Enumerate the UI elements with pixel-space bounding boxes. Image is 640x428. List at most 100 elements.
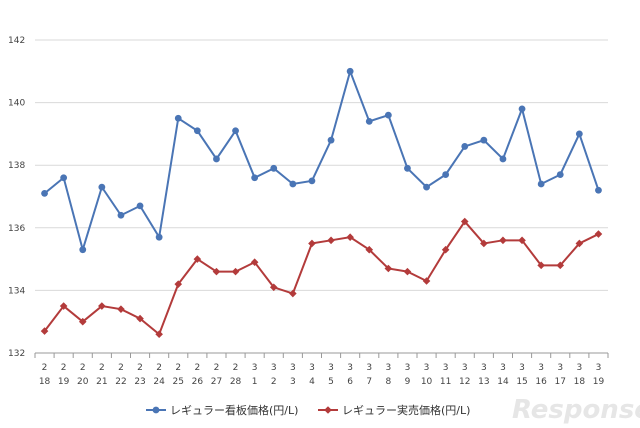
data-point [117, 305, 125, 313]
x-tick-month: 2 [137, 363, 143, 373]
data-point [308, 177, 316, 185]
data-point [289, 289, 297, 298]
x-tick-month: 3 [252, 363, 258, 373]
data-point [250, 258, 259, 267]
x-tick-month: 3 [557, 363, 563, 373]
data-point [556, 171, 564, 178]
data-point [270, 164, 278, 172]
x-tick-month: 3 [424, 363, 430, 373]
x-tick-day: 3 [290, 377, 296, 387]
x-tick-day: 26 [192, 377, 204, 387]
data-point [365, 245, 374, 254]
x-tick-day: 27 [211, 377, 222, 387]
x-axis: 2182192202212222232242252262272283132333… [34, 353, 609, 387]
data-point [499, 236, 507, 245]
legend-item: レギュラー看板価格(円/L) [146, 403, 298, 417]
x-tick-day: 24 [153, 377, 165, 387]
data-point [327, 136, 335, 144]
data-point [59, 302, 68, 310]
data-point [422, 277, 431, 285]
data-point [537, 261, 545, 270]
x-tick-month: 2 [156, 363, 162, 373]
data-point [41, 189, 48, 197]
x-tick-month: 2 [175, 363, 181, 373]
data-point [79, 246, 87, 254]
data-point [40, 327, 49, 335]
data-point [155, 330, 163, 339]
x-tick-month: 3 [271, 363, 277, 373]
data-point [117, 211, 125, 219]
data-point [174, 280, 183, 288]
legend-marker [324, 406, 332, 414]
data-point [518, 236, 526, 245]
x-tick-day: 13 [478, 377, 489, 387]
x-tick-day: 21 [96, 377, 107, 387]
x-tick-day: 25 [173, 377, 184, 387]
x-tick-day: 22 [115, 377, 126, 387]
data-point [193, 255, 202, 263]
data-point [518, 105, 526, 113]
x-tick-month: 2 [233, 363, 239, 373]
x-tick-month: 3 [290, 363, 296, 373]
x-tick-month: 3 [443, 363, 449, 373]
data-point [136, 314, 144, 323]
y-tick-label: 134 [8, 286, 25, 296]
y-tick-label: 140 [8, 99, 25, 109]
legend-marker [152, 406, 160, 414]
data-point [499, 155, 507, 163]
x-tick-day: 19 [58, 377, 70, 387]
x-tick-day: 2 [271, 377, 277, 387]
x-tick-month: 3 [405, 363, 411, 373]
data-point [60, 174, 68, 182]
data-point [461, 143, 469, 150]
data-point [213, 155, 220, 163]
data-point [232, 127, 239, 135]
data-point [78, 317, 87, 326]
data-point [346, 233, 354, 241]
data-point [575, 130, 583, 138]
x-tick-day: 19 [593, 377, 605, 387]
series-layer [40, 67, 603, 339]
x-tick-month: 3 [309, 363, 315, 373]
x-tick-month: 3 [538, 363, 544, 373]
data-point [575, 239, 584, 248]
data-point [595, 186, 602, 194]
data-point [365, 117, 373, 125]
data-point [98, 183, 106, 191]
x-tick-month: 2 [61, 363, 67, 373]
x-tick-day: 5 [328, 377, 334, 387]
x-tick-month: 2 [80, 363, 86, 373]
x-tick-day: 15 [516, 377, 527, 387]
x-tick-day: 16 [535, 377, 547, 387]
x-tick-month: 3 [462, 363, 468, 373]
x-tick-day: 8 [385, 377, 391, 387]
data-point [308, 239, 316, 248]
series-2 [40, 217, 603, 339]
x-tick-month: 3 [596, 363, 602, 373]
y-tick-label: 138 [8, 161, 25, 171]
legend-label: レギュラー看板価格(円/L) [170, 403, 298, 417]
x-tick-month: 3 [481, 363, 487, 373]
data-point [289, 180, 297, 188]
legend-item: レギュラー実売価格(円/L) [318, 403, 470, 417]
x-tick-day: 18 [39, 377, 51, 387]
x-tick-day: 17 [555, 377, 566, 387]
y-tick-label: 136 [8, 224, 25, 234]
data-point [404, 164, 411, 172]
data-point [403, 267, 412, 276]
data-point [594, 230, 603, 238]
data-point [442, 171, 450, 178]
x-tick-day: 9 [405, 377, 411, 387]
x-tick-day: 7 [366, 377, 372, 387]
series-1 [41, 67, 602, 254]
data-point [460, 217, 469, 226]
x-tick-month: 3 [385, 363, 391, 373]
x-tick-day: 11 [440, 377, 451, 387]
x-tick-day: 28 [230, 377, 242, 387]
x-tick-day: 6 [347, 377, 353, 387]
data-point [212, 267, 221, 276]
x-tick-day: 14 [497, 377, 509, 387]
x-tick-month: 2 [99, 363, 105, 373]
y-axis: 132 134 136 138 140 142 [8, 36, 25, 359]
